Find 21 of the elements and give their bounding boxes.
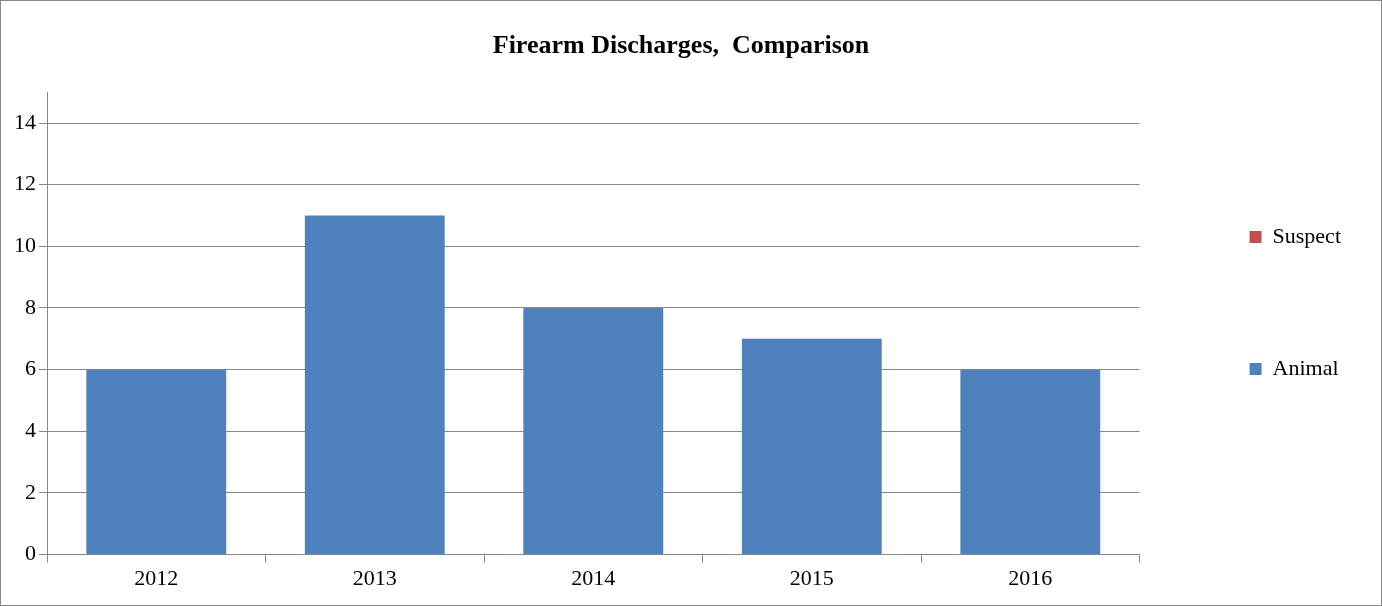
x-tick-label: 2013 [352,564,397,590]
x-tick-label: 2016 [1008,564,1053,590]
y-tick-label: 4 [25,417,36,443]
chart-title: Firearm Discharges, Comparison [492,30,870,60]
x-tick-label: 2015 [789,564,834,590]
bar [523,307,664,555]
bar [304,215,445,555]
y-tick-label: 12 [14,170,36,196]
y-tick-label: 8 [25,293,36,319]
y-tick-label: 6 [25,355,36,381]
bar [960,369,1101,555]
y-tick-label: 2 [25,478,36,504]
x-tick-label: 2014 [571,564,616,590]
y-tick-label: 0 [25,540,36,566]
bar [86,369,227,555]
bar [741,338,882,555]
legend-label: Animal [1272,354,1339,380]
x-tick-label: 2012 [134,564,179,590]
y-tick-label: 14 [14,108,36,134]
legend-label: Suspect [1272,222,1342,248]
y-tick-label: 10 [14,232,36,258]
